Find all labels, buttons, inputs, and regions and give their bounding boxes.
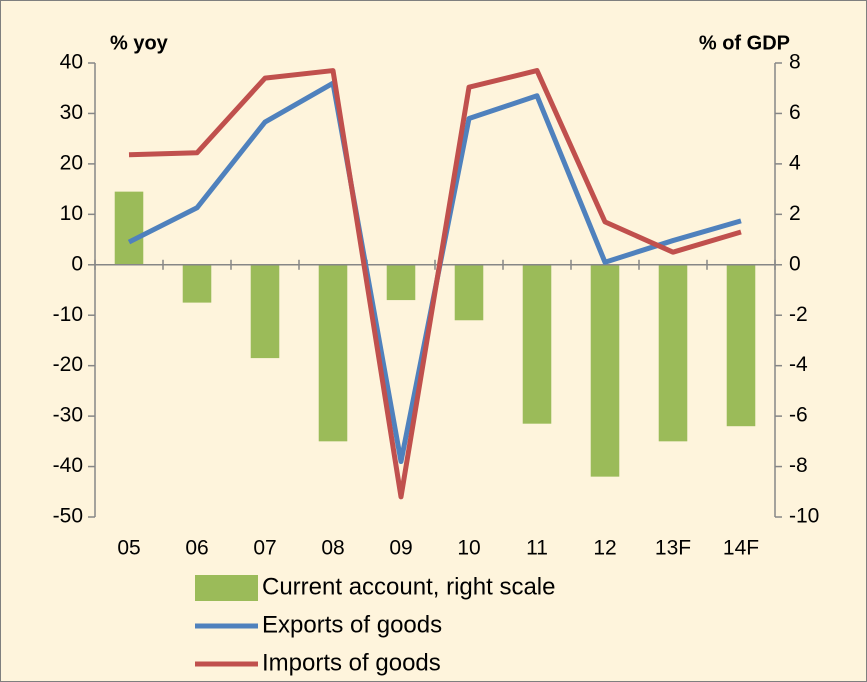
- y2-tick-label: 2: [789, 202, 801, 225]
- legend-label: Imports of goods: [262, 649, 441, 676]
- y-tick-label: -20: [53, 353, 83, 376]
- x-tick-label: 09: [389, 537, 412, 560]
- y-tick-label: -50: [53, 505, 83, 528]
- y-tick-label: -30: [53, 404, 83, 427]
- y2-tick-label: 6: [789, 101, 801, 124]
- x-tick-label: 14F: [723, 537, 759, 560]
- x-tick-label: 06: [185, 537, 208, 560]
- x-tick-label: 05: [117, 537, 140, 560]
- y2-tick-label: -8: [789, 454, 808, 477]
- y-tick-label: 40: [60, 51, 83, 74]
- bar: [658, 264, 688, 442]
- bar: [454, 264, 484, 321]
- y-axis-label: % yoy: [110, 32, 169, 54]
- y-tick-label: -10: [53, 303, 83, 326]
- bar: [114, 191, 144, 265]
- y2-tick-label: 0: [789, 252, 801, 275]
- y-tick-label: 10: [60, 202, 83, 225]
- y2-tick-label: 8: [789, 51, 801, 74]
- legend-label: Exports of goods: [262, 611, 442, 638]
- y2-axis-label: % of GDP: [699, 32, 790, 54]
- x-tick-label: 08: [321, 537, 344, 560]
- y-tick-label: -40: [53, 454, 83, 477]
- x-tick-label: 13F: [655, 537, 691, 560]
- legend-swatch: [195, 575, 258, 601]
- x-tick-label: 07: [253, 537, 276, 560]
- line: [128, 68, 742, 500]
- y2-tick-label: -10: [789, 505, 819, 528]
- bar: [250, 264, 280, 359]
- bar: [386, 264, 416, 301]
- y2-tick-label: -4: [789, 353, 808, 376]
- x-tick-label: 11: [526, 537, 548, 560]
- y-tick-label: 0: [71, 252, 83, 275]
- bar: [590, 264, 620, 477]
- y2-tick-label: -6: [789, 404, 808, 427]
- y2-tick-label: -2: [789, 303, 808, 326]
- bar: [726, 264, 756, 427]
- bar: [318, 264, 348, 442]
- bar: [182, 264, 212, 303]
- x-tick-label: 12: [593, 537, 616, 560]
- bar: [522, 264, 552, 424]
- y2-tick-label: 4: [789, 151, 801, 174]
- x-tick-label: 10: [457, 537, 480, 560]
- y-tick-label: 20: [60, 151, 83, 174]
- y-tick-label: 30: [60, 101, 83, 124]
- legend-label: Current account, right scale: [262, 573, 555, 600]
